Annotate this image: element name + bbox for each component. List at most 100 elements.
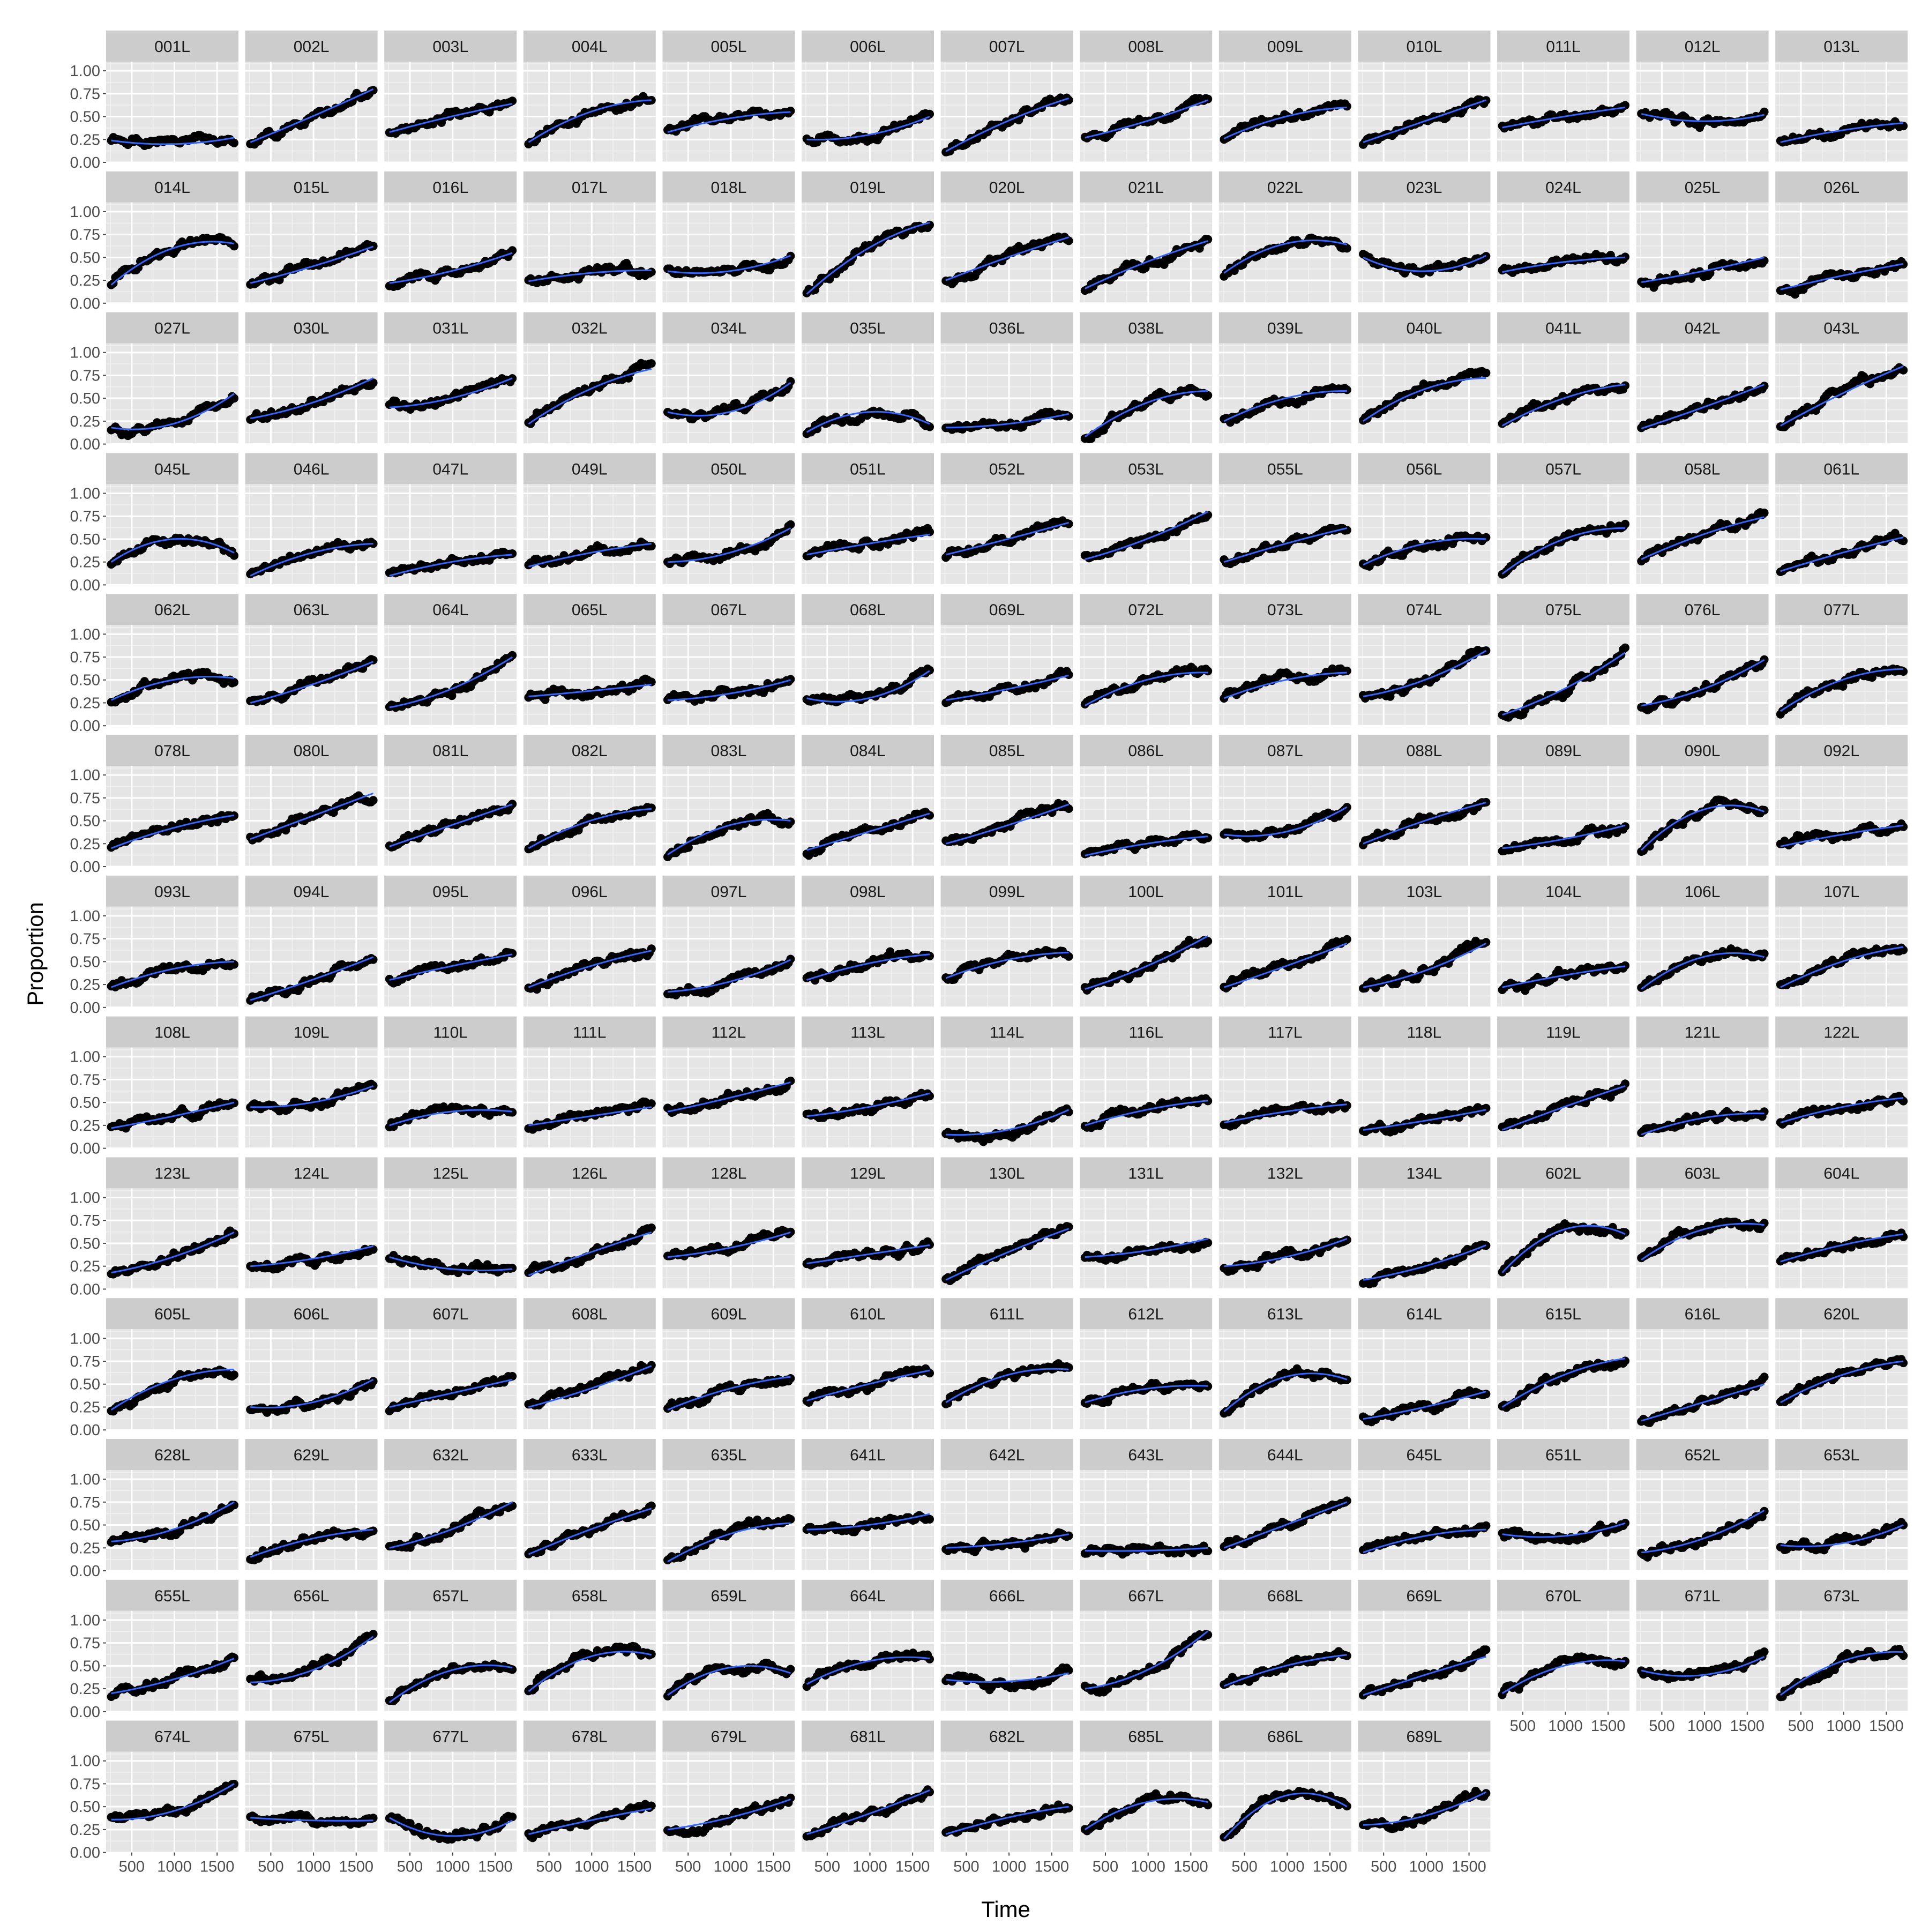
- facet-plot-area: [662, 625, 795, 726]
- facet-strip-label: 050L: [711, 460, 747, 478]
- facet-strip-label: 051L: [850, 460, 886, 478]
- y-tick-label: 0.00: [70, 154, 100, 171]
- facet-panel-024L: 024L: [1497, 171, 1629, 303]
- facet-panel-020L: 020L: [941, 171, 1073, 303]
- facet-panel-043L: 043L: [1775, 312, 1908, 444]
- data-point: [647, 268, 656, 277]
- facet-panel-009L: 009L: [1219, 31, 1351, 162]
- facet-strip-label: 055L: [1267, 460, 1303, 478]
- facet-panel-013L: 013L: [1775, 31, 1908, 162]
- facet-panel-047L: 047L: [384, 453, 517, 585]
- facet-strip-label: 074L: [1407, 601, 1442, 619]
- data-point: [1482, 369, 1490, 377]
- facet-panel-023L: 023L: [1358, 171, 1490, 303]
- facet-panel-019L: 019L: [802, 171, 934, 303]
- y-tick-label: 0.00: [70, 718, 100, 735]
- facet-panel-004L: 004L: [524, 31, 656, 162]
- data-point: [1621, 520, 1629, 528]
- facet-strip-label: 039L: [1267, 320, 1303, 338]
- facet-panel-039L: 039L: [1219, 312, 1351, 444]
- facet-strip-label: 023L: [1407, 179, 1442, 197]
- facet-strip-label: 056L: [1407, 460, 1442, 478]
- facet-strip-label: 008L: [1128, 38, 1164, 56]
- facet-strip-label: 017L: [572, 179, 608, 197]
- data-point: [1203, 667, 1212, 675]
- y-tick-label: 0.25: [70, 131, 100, 148]
- facet-panel-038L: 038L: [1080, 312, 1212, 444]
- facet-plot-area: [1219, 203, 1351, 303]
- facet-plot-area: [802, 203, 934, 303]
- facet-strip-label: 031L: [432, 320, 468, 338]
- facet-panel-030L: 030L: [245, 312, 378, 444]
- y-tick-label: 0.50: [70, 672, 100, 689]
- data-point: [1760, 509, 1769, 517]
- facet-strip-label: 049L: [572, 460, 608, 478]
- facet-plot-area: [524, 484, 656, 585]
- facet-strip-label: 067L: [711, 601, 747, 619]
- facet-strip-label: 036L: [989, 320, 1025, 338]
- data-point: [647, 542, 656, 550]
- y-tick-label: 1.00: [70, 345, 100, 362]
- facet-strip-label: 032L: [572, 320, 608, 338]
- facet-panel-025L: 025L: [1636, 171, 1769, 303]
- facet-panel-008L: 008L: [1080, 31, 1212, 162]
- facet-strip-label: 001L: [154, 38, 190, 56]
- data-point: [230, 678, 238, 687]
- facet-panel-067L: 067L: [662, 594, 795, 726]
- y-tick-label: 0.25: [70, 272, 100, 289]
- facet-strip-label: 038L: [1128, 320, 1164, 338]
- facet-strip-label: 062L: [154, 601, 190, 619]
- facet-strip-label: 007L: [989, 38, 1025, 56]
- facet-strip-label: 018L: [711, 179, 747, 197]
- facet-strip-label: 045L: [154, 460, 190, 478]
- y-tick-label: 0.50: [70, 109, 100, 126]
- y-tick-label: 0.75: [70, 86, 100, 103]
- facet-plot-area: [524, 203, 656, 303]
- data-point: [1065, 670, 1073, 679]
- facet-panel-046L: 046L: [245, 453, 378, 585]
- facet-panel-021L: 021L: [1080, 171, 1212, 303]
- facet-panel-040L: 040L: [1358, 312, 1490, 444]
- data-point: [1482, 533, 1490, 542]
- facet-panel-063L: 063L: [245, 594, 378, 726]
- facet-strip-label: 003L: [432, 38, 468, 56]
- y-tick-label: 0.00: [70, 436, 100, 453]
- y-tick-label: 0.75: [70, 649, 100, 666]
- y-tick-label: 0.75: [70, 367, 100, 384]
- data-point: [1343, 667, 1351, 675]
- facet-strip-label: 072L: [1128, 601, 1164, 619]
- facet-strip-label: 004L: [572, 38, 608, 56]
- facet-panel-031L: 031L: [384, 312, 517, 444]
- facet-panel-041L: 041L: [1497, 312, 1629, 444]
- facet-panel-015L: 015L: [245, 171, 378, 303]
- facet-strip-label: 035L: [850, 320, 886, 338]
- facet-strip-label: 030L: [294, 320, 330, 338]
- facet-strip-label: 015L: [294, 179, 330, 197]
- facet-strip-label: 053L: [1128, 460, 1164, 478]
- facet-panel-005L: 005L: [662, 31, 795, 162]
- facet-panel-034L: 034L: [662, 312, 795, 444]
- facet-strip-label: 046L: [294, 460, 330, 478]
- data-point: [1203, 391, 1212, 400]
- y-tick-label: 0.00: [70, 295, 100, 312]
- facet-strip-label: 042L: [1685, 320, 1721, 338]
- y-tick-label: 0.50: [70, 390, 100, 407]
- data-point: [925, 221, 934, 229]
- y-tick-label: 1.00: [70, 485, 100, 502]
- y-tick-label: 0.50: [70, 249, 100, 266]
- facet-panel-003L: 003L: [384, 31, 517, 162]
- facet-strip-label: 005L: [711, 38, 747, 56]
- facet-strip-label: 011L: [1546, 38, 1581, 56]
- facet-plot-area: [1358, 344, 1490, 444]
- y-tick-label: 1.00: [70, 204, 100, 221]
- data-point: [1343, 526, 1351, 534]
- facet-panel-056L: 056L: [1358, 453, 1490, 585]
- facet-panel-017L: 017L: [524, 171, 656, 303]
- facet-strip-label: 069L: [989, 601, 1025, 619]
- facet-plot-area: [802, 62, 934, 162]
- facet-panel-007L: 007L: [941, 31, 1073, 162]
